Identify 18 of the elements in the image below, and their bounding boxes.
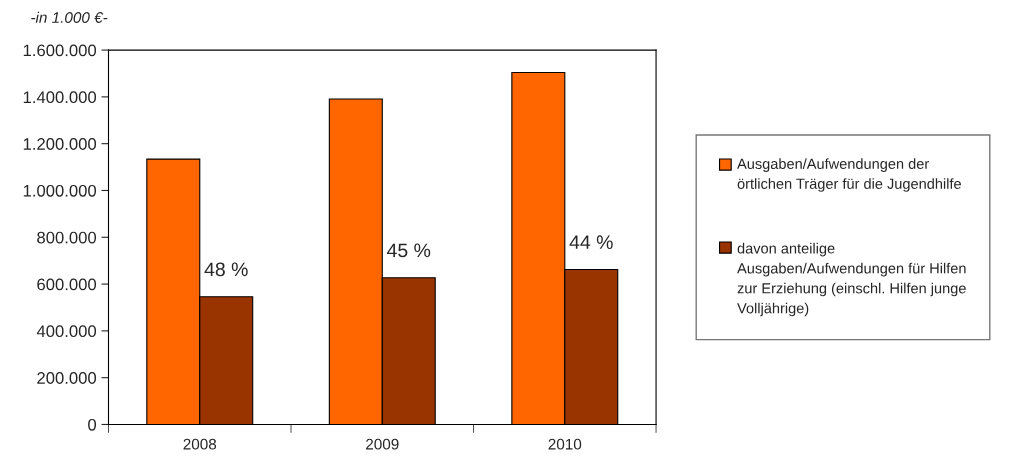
annotation: 44 % — [569, 235, 613, 249]
x-tick-label: 2009 — [366, 438, 399, 450]
y-tick-label: 1.000.000 — [23, 184, 97, 197]
legend-label: Ausgaben/Aufwendungen der örtlichen Träger für die Jugendhilfe — [737, 158, 961, 192]
annotation: 45 % — [387, 243, 431, 258]
y-tick-label: 600.000 — [37, 278, 97, 291]
y-tick-label: 0 — [88, 418, 97, 431]
y-tick-label: 400.000 — [36, 325, 97, 338]
y-tick-label: 1.400.000 — [23, 91, 97, 104]
y-tick-label: 200.000 — [37, 372, 97, 384]
x-tick-label: 2010 — [548, 438, 582, 450]
y-tick-label: 1.200.000 — [23, 138, 97, 150]
x-tick-label: 2008 — [183, 438, 217, 450]
legend-label: davon anteilige Ausgaben/Aufwendungen für Hilfen zur Erziehung (einschl. Hilfen junge Volljährige) — [737, 242, 966, 317]
y-tick-label: 800.000 — [37, 231, 97, 244]
annotation: 48 % — [204, 262, 248, 277]
text: -in 1.000 €- — [31, 11, 108, 23]
y-tick-label: 1.600.000 — [23, 44, 97, 57]
